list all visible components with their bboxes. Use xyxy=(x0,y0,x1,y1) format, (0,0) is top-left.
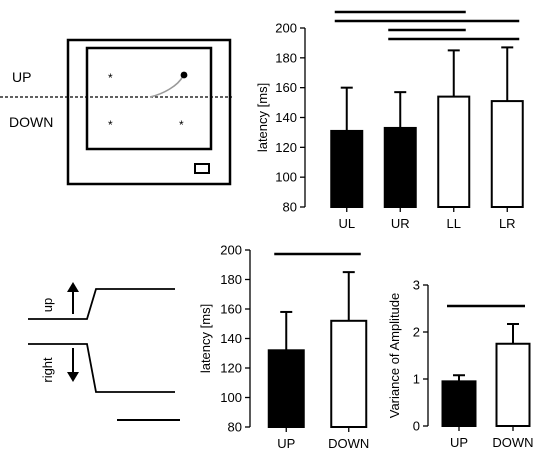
y-tick-label: 120 xyxy=(275,140,297,155)
up-region-label: UP xyxy=(12,69,31,85)
y-tick-label: 180 xyxy=(275,50,297,65)
x-tick-label: DOWN xyxy=(328,436,369,451)
x-tick-label: DOWN xyxy=(492,435,533,450)
y-tick-label: 3 xyxy=(413,278,420,293)
bar-down xyxy=(495,342,531,427)
y-tick-label: 140 xyxy=(220,331,242,346)
up-trace-label: up xyxy=(40,298,55,312)
arrow-down-icon xyxy=(67,348,79,382)
y-tick-label: 160 xyxy=(275,80,297,95)
saccade-trajectory xyxy=(149,75,184,98)
y-axis-label: Variance of Amplitude xyxy=(387,293,402,419)
right-trace-label: right xyxy=(40,357,55,383)
arrow-up-icon xyxy=(67,282,79,314)
y-tick-label: 200 xyxy=(275,21,297,36)
bar-up xyxy=(441,380,477,428)
down-region-label: DOWN xyxy=(9,114,53,130)
y-tick-label: 100 xyxy=(275,170,297,185)
y-tick-label: 180 xyxy=(220,272,242,287)
x-tick-label: UP xyxy=(277,436,295,451)
bar-lr xyxy=(490,100,524,208)
eye-traces: up right xyxy=(28,282,180,421)
x-tick-label: LL xyxy=(447,216,461,231)
x-tick-label: LR xyxy=(499,216,516,231)
bar-ll xyxy=(437,95,471,208)
y-tick-label: 160 xyxy=(220,302,242,317)
bar-up xyxy=(267,349,305,428)
gaze-target-dot xyxy=(180,71,188,79)
y-tick-label: 2 xyxy=(413,325,420,340)
y-tick-label: 100 xyxy=(220,390,242,405)
bar-down xyxy=(330,319,368,428)
y-tick-label: 80 xyxy=(228,420,242,435)
latency-up-down-chart: 80 100 120 140 160 180 200 latency [ms] UP DOWN xyxy=(198,243,369,452)
monitor-outer-frame xyxy=(66,38,232,186)
y-tick-label: 1 xyxy=(413,372,420,387)
up-trace xyxy=(28,288,175,320)
y-axis-label: latency [ms] xyxy=(255,83,270,152)
y-axis-label: latency [ms] xyxy=(198,304,213,373)
target-marker-upper-left: * xyxy=(108,71,113,85)
y-tick-label: 80 xyxy=(283,200,297,215)
amplitude-variance-chart: 0 1 2 3 Variance of Amplitude UP DOWN xyxy=(387,278,534,451)
screen-area xyxy=(85,46,213,151)
x-tick-label: UR xyxy=(391,216,410,231)
y-tick-label: 120 xyxy=(220,361,242,376)
y-tick-label: 140 xyxy=(275,110,297,125)
latency-by-quadrant-chart: 80 100 120 140 160 180 200 latency [ms] UL UR LL LR xyxy=(255,10,524,231)
x-tick-label: UP xyxy=(450,435,468,450)
x-tick-label: UL xyxy=(338,216,355,231)
y-tick-label: 0 xyxy=(413,419,420,434)
screen-schematic: UP DOWN * * * xyxy=(0,38,232,186)
bar-ur xyxy=(383,126,417,208)
target-marker-lower-left: * xyxy=(108,118,113,132)
target-marker-lower-right: * xyxy=(179,118,184,132)
y-tick-label: 200 xyxy=(220,243,242,258)
right-trace xyxy=(28,343,175,393)
monitor-button-icon xyxy=(194,163,210,174)
bar-ul xyxy=(330,129,364,208)
